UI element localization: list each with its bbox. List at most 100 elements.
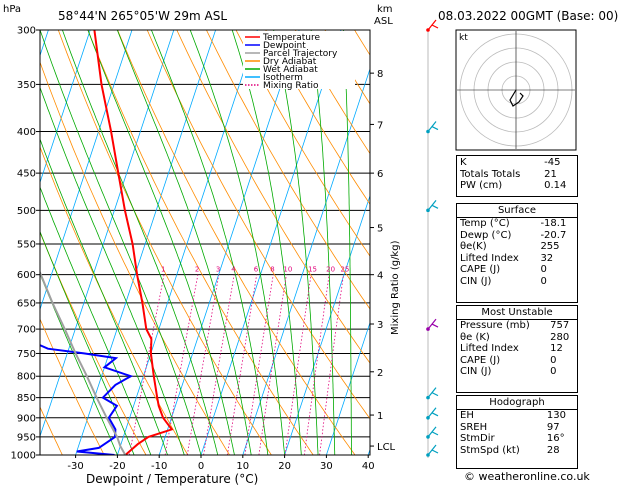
most-unstable-title: Most Unstable: [457, 306, 577, 320]
legend-entry: Wet Adiabat: [263, 65, 318, 75]
row-value: 757: [550, 320, 570, 331]
table-row: Totals Totals 21: [457, 169, 577, 181]
pressure-tick-1000: 1000: [11, 451, 36, 462]
wet-adiabat-line: [87, 30, 235, 455]
isotherm-line: [200, 30, 342, 455]
pressure-tick-600: 600: [17, 270, 36, 281]
mixing-ratio-label: 3: [216, 266, 220, 274]
row-label: Lifted Index: [460, 343, 519, 354]
km-tick-label: 5: [377, 224, 383, 235]
table-row: CAPE (J) 0: [457, 264, 577, 276]
row-label: CAPE (J): [460, 354, 501, 366]
row-value: -18.1: [540, 218, 567, 229]
skewt-profiles: [40, 30, 174, 455]
temp-tick-40: 40: [362, 461, 375, 472]
dry-adiabat-line: [40, 318, 105, 455]
legend-entry: Parcel Trajectory: [263, 49, 338, 59]
mixing-ratio-label: 4: [231, 266, 236, 274]
mixing-ratio-line: [203, 274, 235, 455]
km-tick-label: 6: [377, 169, 383, 180]
dry-adiabat-line: [294, 30, 370, 155]
row-value: 0: [550, 366, 557, 377]
x-axis-title: Dewpoint / Temperature (°C): [86, 472, 258, 486]
mixing-ratio-axis-title: Mixing Ratio (g/kg): [390, 240, 401, 335]
pressure-tick-350: 350: [17, 80, 36, 91]
dry-adiabat-line: [592, 30, 629, 455]
wet-adiabat-line: [40, 185, 152, 455]
pressure-tick-850: 850: [17, 393, 36, 404]
row-value: 97: [546, 421, 560, 433]
row-value: 0: [540, 275, 547, 287]
mixing-ratio-label: 25: [340, 266, 349, 274]
km-tick-label: LCL: [377, 442, 396, 453]
wet-adiabat-line: [310, 30, 336, 455]
row-value: 21: [544, 168, 557, 180]
hodograph-stats-box: Hodograph EH 130 SREH 97 StmDir 16° StmSpd (kt…: [456, 395, 578, 469]
row-value: 32: [540, 252, 554, 264]
row-label: CIN (J): [460, 366, 492, 377]
mixing-ratio-label: 15: [308, 266, 317, 274]
surface-table: Temp (°C) -18.1 Dewp (°C) -20.7 θe(K) 255 Lift…: [457, 218, 577, 287]
pressure-tick-900: 900: [17, 413, 36, 424]
indices-box: K -45 Totals Totals 21 PW (cm) 0.14: [456, 155, 578, 197]
table-row: CIN (J) 0: [457, 366, 577, 378]
isotherm-line: [158, 30, 300, 455]
temp-tick-10: 10: [236, 461, 249, 472]
isotherm-line: [117, 30, 258, 455]
datetime-title: 08.03.2022 00GMT (Base: 00): [438, 9, 618, 23]
legend-background: [243, 31, 355, 89]
dry-adiabat-line: [40, 145, 189, 455]
mixing-ratio-label: 1: [161, 266, 165, 274]
pressure-tick-650: 650: [17, 298, 36, 309]
mixing-ratio-line: [319, 274, 344, 455]
wet-adiabat-line: [40, 30, 202, 455]
km-tick-label: 8: [377, 69, 383, 80]
mixing-ratio-line: [186, 274, 220, 455]
mixing-ratio-line: [244, 274, 274, 455]
table-row: EH 130: [457, 410, 577, 422]
isotherm-line: [326, 321, 370, 455]
row-label: SREH: [460, 421, 488, 433]
wet-adiabat-line: [151, 30, 269, 455]
table-row: Lifted Index 32: [457, 253, 577, 265]
hodograph-stats-title: Hodograph: [457, 396, 577, 410]
km-tick-label: 7: [377, 120, 383, 131]
table-row: PW (cm) 0.14: [457, 180, 577, 192]
table-row: Temp (°C) -18.1: [457, 218, 577, 230]
mixing-ratio-line: [258, 274, 287, 455]
dry-adiabat-line: [40, 405, 63, 455]
pressure-tick-550: 550: [17, 239, 36, 250]
row-label: EH: [460, 410, 474, 421]
temp-tick--30: -30: [67, 461, 83, 472]
table-row: StmDir 16°: [457, 433, 577, 445]
table-row: CIN (J) 0: [457, 276, 577, 288]
most-unstable-table: Pressure (mb) 757 θe (K) 280 Lifted Index 12 C…: [457, 320, 577, 378]
wind-barb-flag: [431, 24, 439, 29]
wet-adiabat-line: [40, 230, 135, 455]
wind-barb-dot: [426, 395, 430, 400]
row-label: θe (K): [460, 331, 490, 343]
wet-adiabat-line: [40, 138, 168, 455]
km-unit-label: km: [377, 4, 393, 15]
wind-barb-flag: [431, 204, 439, 209]
skewt-axes: 1 2 3 4 6 8 10 15 20 2530035040045050055060065070…: [11, 26, 396, 473]
temperature-line: [93, 30, 174, 455]
wet-adiabat-line: [189, 30, 285, 455]
most-unstable-box: Most Unstable Pressure (mb) 757 θe (K) 280 L…: [456, 305, 578, 393]
table-row: Lifted Index 12: [457, 343, 577, 355]
wind-barb-flag: [431, 392, 439, 397]
row-value: 0: [540, 264, 547, 275]
table-row: θe(K) 255: [457, 241, 577, 253]
isotherm-line: [75, 30, 216, 455]
wet-adiabat-line: [273, 30, 319, 455]
table-row: Pressure (mb) 757: [457, 320, 577, 332]
row-value: 255: [540, 241, 560, 252]
mixing-ratio-label: 20: [326, 266, 335, 274]
wind-barb-dot: [426, 208, 430, 213]
km-tick-label: 4: [377, 271, 383, 282]
pressure-tick-700: 700: [17, 325, 36, 336]
row-label: K: [460, 157, 467, 168]
pressure-tick-950: 950: [17, 432, 36, 443]
